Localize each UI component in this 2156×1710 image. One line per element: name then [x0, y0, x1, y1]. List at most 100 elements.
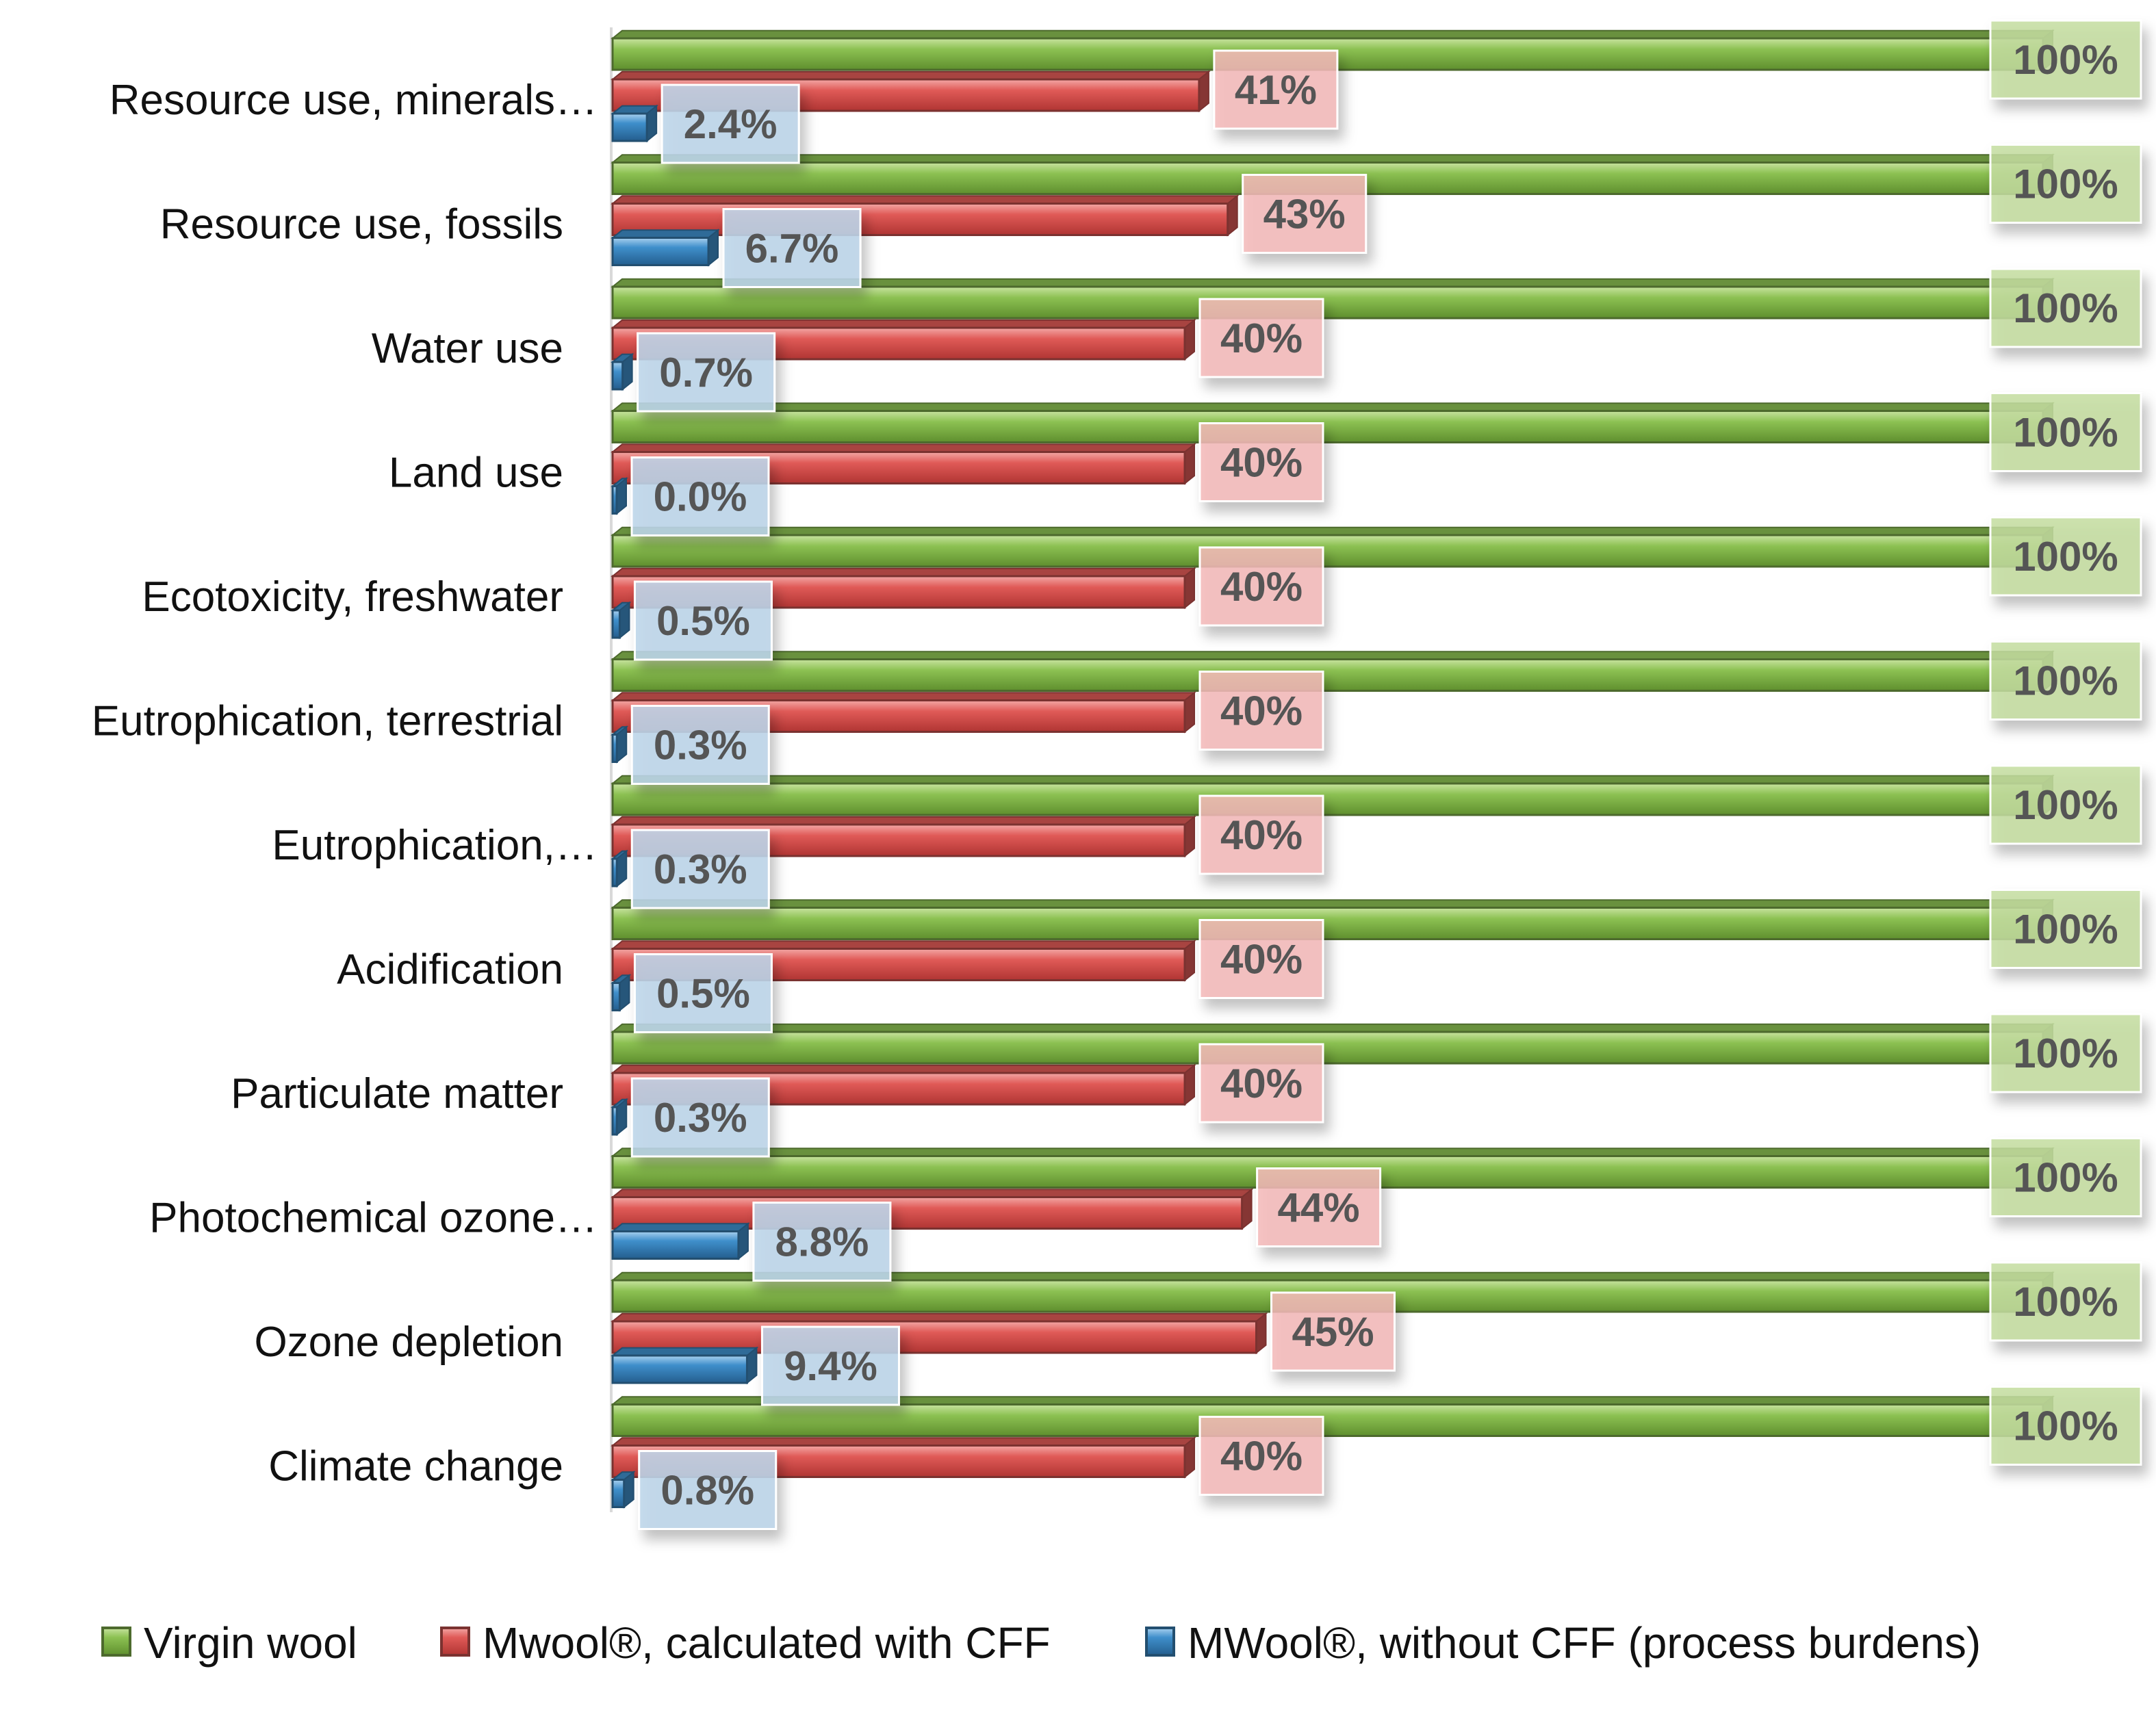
data-label-box — [1198, 671, 1324, 751]
bar-top-face — [611, 1064, 1196, 1074]
data-label-box — [1270, 1291, 1396, 1372]
bar-mwool-no-cff-water-use — [611, 361, 624, 391]
data-label-virgin-wool: 100% — [2013, 1031, 2118, 1076]
bar-top-face — [611, 816, 1196, 825]
data-label-box — [1198, 1416, 1324, 1496]
data-label-mwool-no-cff: 0.3% — [654, 1095, 747, 1141]
data-label-box — [630, 456, 770, 536]
bar-top-face — [611, 154, 2055, 164]
bar-mwool-no-cff-resource-use-minerals — [611, 112, 648, 142]
bar-top-face — [611, 1189, 1254, 1198]
data-label-mwool-no-cff: 0.3% — [654, 723, 747, 768]
data-label-virgin-wool: 100% — [2013, 658, 2118, 704]
data-label-mwool-no-cff: 9.4% — [784, 1343, 877, 1389]
bar-top-face — [611, 1148, 2055, 1157]
legend-label-mwool-no-cff: MWool®, without CFF (process burdens) — [1188, 1618, 1981, 1668]
category-label: Water use — [372, 325, 563, 372]
bar-side-face — [1184, 691, 1195, 734]
bar-virgin-wool-eutrophication — [611, 782, 2044, 816]
bar-mwool-no-cff-eutrophication-terrestrial — [611, 734, 618, 763]
data-label-box — [1989, 144, 2142, 224]
bar-top-face — [611, 526, 2055, 536]
bar-top-face — [611, 402, 2055, 412]
category-label: Acidification — [337, 946, 563, 994]
data-label-virgin-wool: 100% — [2013, 534, 2118, 580]
data-label-box — [1989, 1013, 2142, 1093]
data-label-virgin-wool: 100% — [2013, 1403, 2118, 1449]
bar-side-face — [1227, 194, 1238, 237]
bar-mwool-no-cff-ecotoxicity-freshwater — [611, 609, 621, 639]
data-label-box — [633, 953, 773, 1033]
data-label-box — [1989, 889, 2142, 969]
data-label-box — [1989, 516, 2142, 597]
data-label-box — [1989, 1137, 2142, 1217]
data-label-mwool-cff: 44% — [1278, 1185, 1360, 1231]
data-label-box — [1242, 174, 1368, 254]
data-label-mwool-no-cff: 8.8% — [775, 1219, 869, 1265]
legend-label-mwool-cff: Mwool®, calculated with CFF — [483, 1618, 1051, 1668]
bar-top-face — [611, 567, 1196, 577]
bar-top-face — [611, 319, 1196, 328]
legend-swatch-mwool-no-cff — [1145, 1627, 1175, 1657]
data-label-box — [633, 580, 773, 661]
bar-virgin-wool-particulate-matter — [611, 1031, 2044, 1065]
data-label-mwool-cff: 40% — [1220, 812, 1302, 858]
bar-side-face — [1184, 567, 1195, 610]
bar-mwool-no-cff-eutrophication — [611, 857, 618, 888]
data-label-box — [1989, 764, 2142, 845]
legend-swatch-mwool-cff — [440, 1627, 470, 1657]
bar-mwool-no-cff-resource-use-fossils — [611, 237, 710, 266]
data-label-mwool-cff: 40% — [1220, 564, 1302, 610]
category-label: Resource use, fossils — [160, 201, 563, 248]
bar-top-face — [611, 775, 2055, 784]
bar-side-face — [1184, 1436, 1195, 1479]
bar-top-face — [611, 940, 1196, 950]
data-label-virgin-wool: 100% — [2013, 410, 2118, 456]
data-label-mwool-no-cff: 6.7% — [745, 226, 839, 272]
data-label-mwool-cff: 43% — [1263, 192, 1346, 237]
bar-side-face — [1184, 1063, 1195, 1106]
bar-top-face — [611, 29, 2055, 39]
bar-virgin-wool-water-use — [611, 285, 2044, 320]
legend-swatch-virgin-wool — [101, 1627, 131, 1657]
category-label: Climate change — [268, 1443, 563, 1490]
bar-side-face — [1184, 815, 1195, 858]
category-label: Eutrophication,… — [272, 822, 598, 869]
bar-mwool-no-cff-acidification — [611, 982, 621, 1011]
bar-side-face — [1241, 1188, 1253, 1230]
data-label-mwool-no-cff: 0.0% — [654, 474, 747, 520]
bar-side-face — [1184, 318, 1195, 361]
data-label-virgin-wool: 100% — [2013, 161, 2118, 207]
category-label: Eutrophication, terrestrial — [92, 698, 563, 745]
data-label-mwool-no-cff: 0.5% — [656, 598, 750, 644]
bar-mwool-no-cff-ozone-depletion — [611, 1354, 748, 1384]
data-label-mwool-cff: 40% — [1220, 937, 1302, 983]
data-label-box — [1989, 640, 2142, 721]
data-label-box — [1989, 268, 2142, 348]
bar-virgin-wool-climate-change — [611, 1403, 2044, 1437]
data-label-mwool-no-cff: 0.8% — [660, 1468, 754, 1514]
data-label-virgin-wool: 100% — [2013, 907, 2118, 953]
category-label: Ozone depletion — [254, 1319, 563, 1366]
data-label-virgin-wool: 100% — [2013, 1279, 2118, 1325]
bar-side-face — [1184, 443, 1195, 485]
bar-side-face — [1198, 70, 1209, 113]
bar-top-face — [611, 229, 720, 239]
bar-virgin-wool-acidification — [611, 907, 2044, 940]
bar-top-face — [611, 1023, 2055, 1033]
data-label-box — [1989, 1261, 2142, 1342]
category-label: Ecotoxicity, freshwater — [142, 573, 563, 621]
data-label-mwool-no-cff: 0.7% — [659, 350, 753, 396]
bar-mwool-no-cff-photochemical-ozone — [611, 1230, 740, 1260]
data-label-box — [630, 829, 770, 909]
data-label-box — [1198, 546, 1324, 627]
bar-top-face — [611, 70, 1211, 80]
data-label-box — [1198, 919, 1324, 999]
data-label-box — [1198, 422, 1324, 502]
data-label-virgin-wool: 100% — [2013, 782, 2118, 828]
data-label-box — [760, 1325, 900, 1406]
legend-label-virgin-wool: Virgin wool — [144, 1618, 357, 1668]
category-label: Photochemical ozone… — [149, 1195, 598, 1242]
bar-side-face — [1184, 940, 1195, 982]
data-label-mwool-cff: 40% — [1220, 1061, 1302, 1106]
